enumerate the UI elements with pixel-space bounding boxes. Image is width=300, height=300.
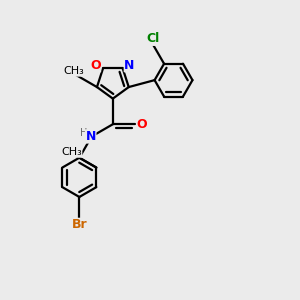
Text: Br: Br <box>71 218 87 231</box>
Text: O: O <box>136 118 147 131</box>
Text: Cl: Cl <box>146 32 160 45</box>
Text: O: O <box>90 59 101 72</box>
Text: N: N <box>124 59 135 72</box>
Text: N: N <box>85 130 96 143</box>
Text: H: H <box>80 128 88 138</box>
Text: CH₃: CH₃ <box>61 147 82 157</box>
Text: CH₃: CH₃ <box>64 66 85 76</box>
